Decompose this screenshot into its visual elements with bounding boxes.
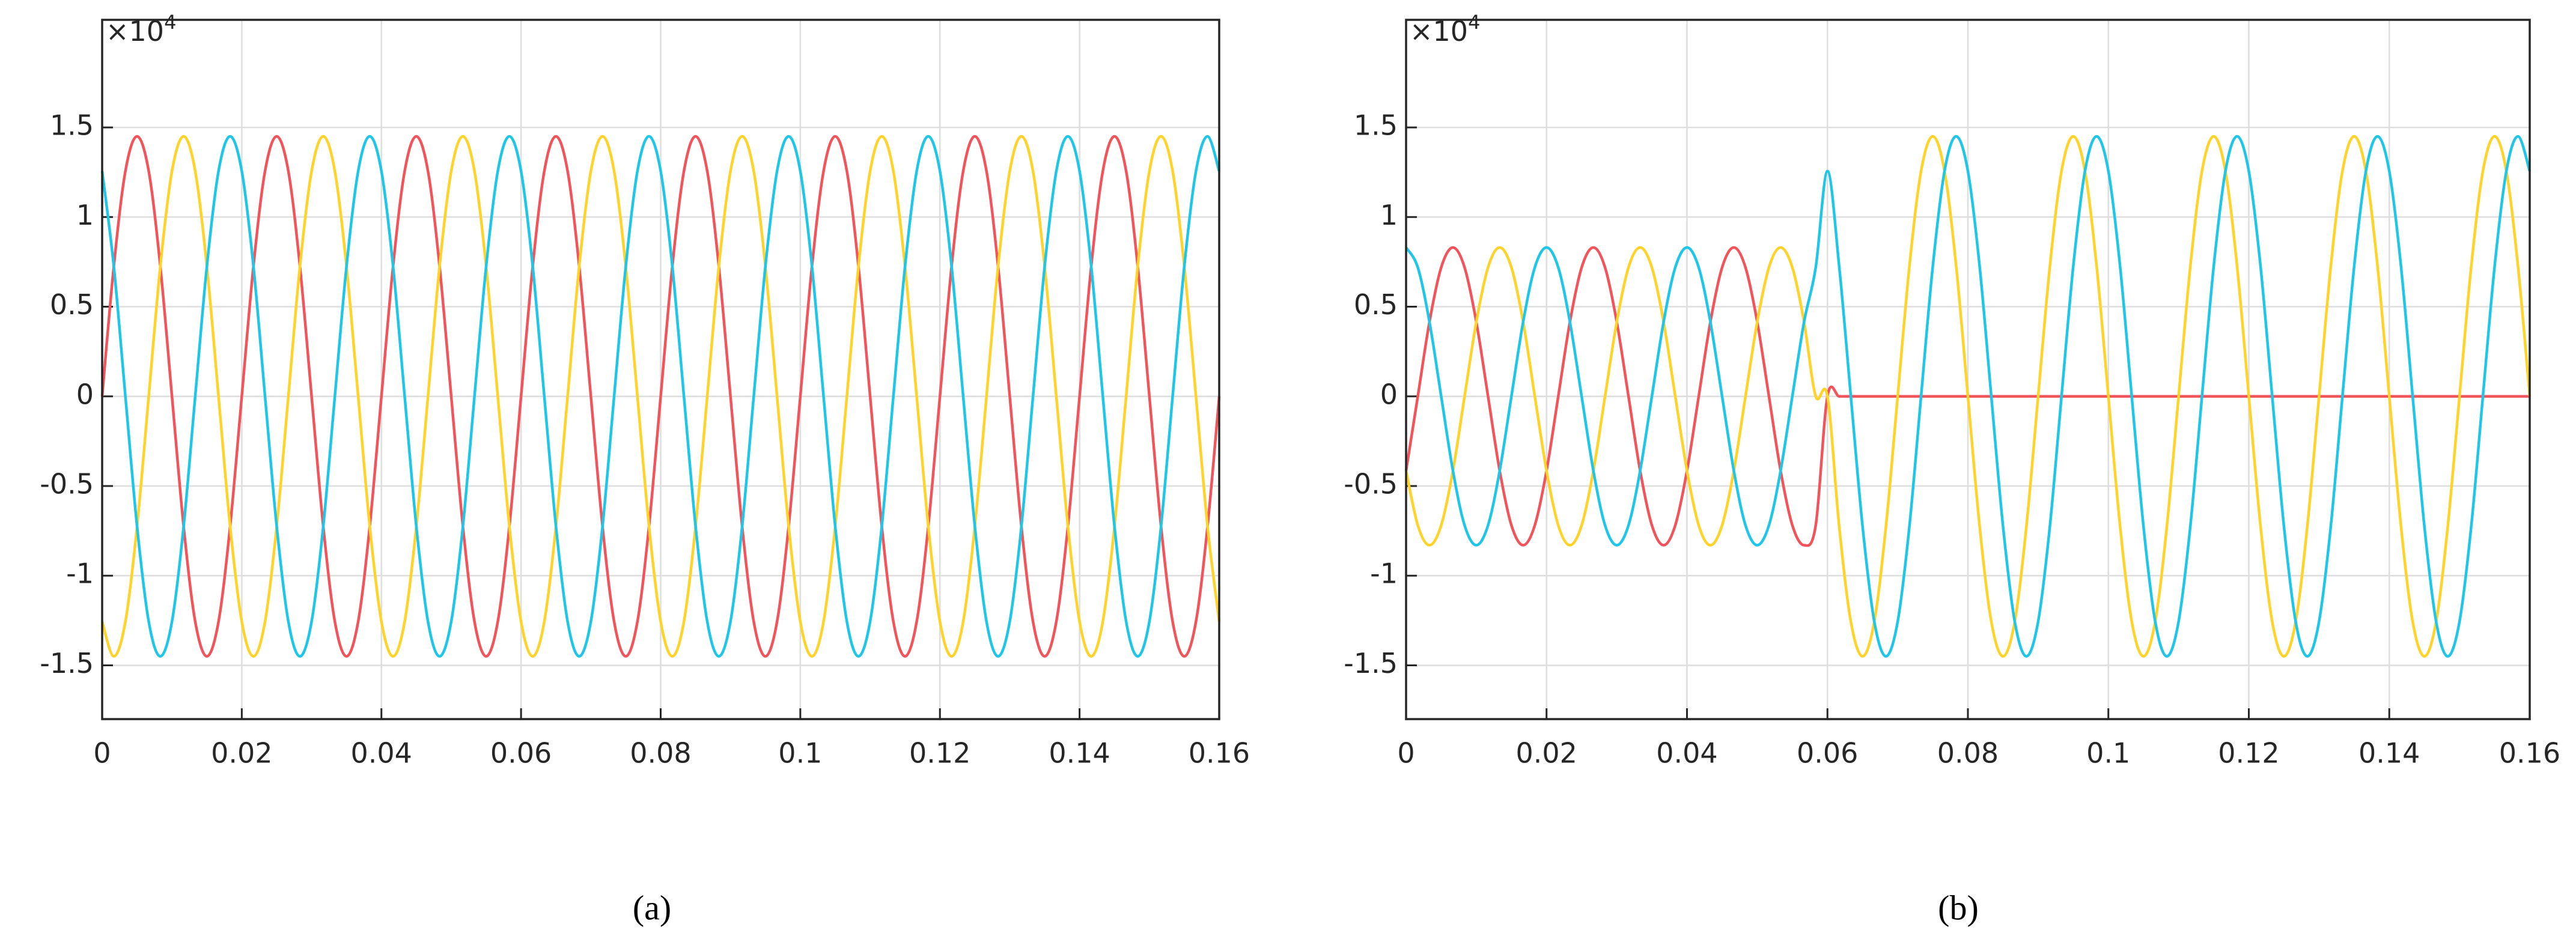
y-tick-label: 1 bbox=[1380, 199, 1398, 231]
y-tick-label: -1.5 bbox=[40, 647, 94, 679]
panel-caption: (a) bbox=[633, 888, 671, 927]
exponent-base: ×10 bbox=[1410, 15, 1468, 47]
x-tick-label: 0.14 bbox=[1049, 737, 1110, 770]
x-tick-label: 0.02 bbox=[211, 737, 272, 770]
y-tick-label: 0 bbox=[76, 378, 94, 410]
exponent-power: 4 bbox=[1468, 11, 1480, 34]
x-tick-label: 0.08 bbox=[630, 737, 691, 770]
x-tick-label: 0.16 bbox=[1189, 737, 1250, 770]
panel-caption: (b) bbox=[1938, 888, 1979, 927]
x-tick-label: 0.12 bbox=[2218, 737, 2279, 770]
x-tick-label: 0.04 bbox=[351, 737, 412, 770]
axes-box bbox=[1405, 19, 2531, 720]
x-tick-label: 0.06 bbox=[490, 737, 552, 770]
chart-panel: -1.5 -1 -0.5 0 0.5 1 1.5 0 0.02 0.04 0.06 0.08 0.1 0.… bbox=[40, 11, 1250, 927]
x-tick-label: 0.12 bbox=[909, 737, 970, 770]
series-line bbox=[100, 135, 1221, 658]
series-line bbox=[100, 135, 1221, 658]
x-tick-label: 0 bbox=[93, 737, 111, 770]
x-tick-label: 0 bbox=[1397, 737, 1414, 770]
x-tick-label: 0.02 bbox=[1516, 737, 1577, 770]
y-tick-label: -1 bbox=[66, 558, 94, 590]
y-tick-label: 0 bbox=[1380, 378, 1398, 410]
x-tick-label: 0.16 bbox=[2499, 737, 2560, 770]
y-tick-label: 1.5 bbox=[50, 109, 94, 142]
y-tick-label: 1.5 bbox=[1354, 109, 1398, 142]
x-tick-label: 0.04 bbox=[1656, 737, 1717, 770]
series-line bbox=[1405, 135, 2532, 658]
chart-panel: -1.5 -1 -0.5 0 0.5 1 1.5 0 0.02 0.04 0.06 0.08 0.1 0.… bbox=[1344, 11, 2560, 927]
x-tick-label: 0.08 bbox=[1937, 737, 1999, 770]
series-line bbox=[100, 135, 1221, 658]
y-tick-label: 0.5 bbox=[1354, 288, 1398, 321]
series-line bbox=[1404, 135, 2532, 658]
y-tick-label: 0.5 bbox=[50, 288, 94, 321]
y-tick-label: -0.5 bbox=[1344, 468, 1398, 500]
y-exponent-label: ×104 bbox=[1410, 11, 1480, 47]
x-tick-label: 0.06 bbox=[1797, 737, 1858, 770]
axes-box bbox=[101, 19, 1220, 720]
x-tick-label: 0.14 bbox=[2358, 737, 2420, 770]
x-tick-label: 0.1 bbox=[2086, 737, 2130, 770]
y-tick-label: -1.5 bbox=[1344, 647, 1398, 679]
exponent-power: 4 bbox=[164, 11, 176, 34]
y-exponent-label: ×104 bbox=[106, 11, 176, 47]
y-tick-label: -1 bbox=[1370, 558, 1398, 590]
y-tick-label: -0.5 bbox=[40, 468, 94, 500]
y-tick-label: 1 bbox=[76, 199, 94, 231]
x-tick-label: 0.1 bbox=[778, 737, 822, 770]
exponent-base: ×10 bbox=[106, 15, 164, 47]
